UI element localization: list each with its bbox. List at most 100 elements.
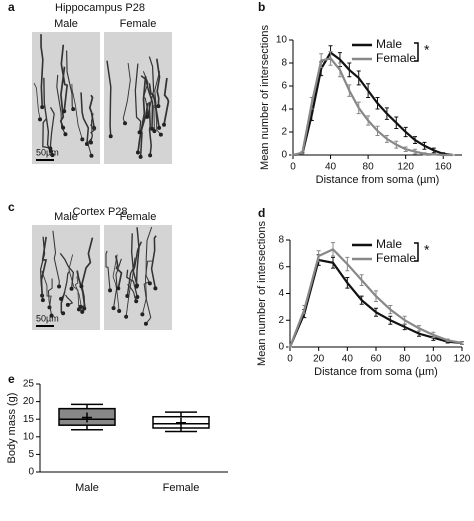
soma	[117, 309, 122, 314]
micrograph	[104, 32, 172, 164]
neurite	[71, 83, 83, 140]
soma	[57, 284, 62, 289]
soma	[89, 153, 94, 158]
soma	[138, 154, 143, 159]
y-tick-label: 10	[276, 35, 288, 46]
significance: *	[424, 42, 430, 58]
soma	[79, 284, 84, 289]
x-tick-label: 20	[313, 354, 325, 365]
y-tick-label: 10	[23, 431, 35, 442]
neurite	[155, 58, 161, 107]
neurite	[148, 83, 160, 129]
soma	[80, 309, 85, 314]
panel-label: e	[8, 372, 15, 386]
neurite	[140, 75, 154, 129]
legend-label: Male	[376, 37, 402, 51]
soma	[59, 296, 64, 301]
soma	[156, 104, 161, 109]
mean-marker	[82, 412, 92, 423]
soma	[123, 121, 128, 126]
soma	[61, 311, 66, 316]
neurite	[40, 236, 46, 301]
neurite	[127, 283, 137, 302]
x-tick-label: 120	[397, 162, 414, 173]
y-tick-label: 2	[278, 315, 284, 326]
legend-label: Male	[376, 237, 402, 251]
neurite	[59, 66, 66, 129]
soma	[88, 140, 93, 145]
panel-label: d	[258, 206, 265, 220]
soma	[143, 321, 148, 326]
soma	[108, 288, 113, 293]
y-tick-label: 8	[278, 235, 284, 246]
soma	[135, 295, 140, 300]
y-axis-label: Body mass (g)	[6, 393, 18, 464]
soma	[134, 299, 139, 304]
x-tick-label: Female	[163, 482, 200, 494]
y-tick-label: 4	[281, 104, 287, 115]
soma	[49, 313, 54, 318]
y-tick-label: 2	[281, 127, 287, 138]
neurite	[113, 258, 122, 309]
x-tick-label: 160	[435, 162, 452, 173]
y-axis-label: Mean number of intersections	[256, 221, 268, 366]
series-line	[292, 57, 453, 157]
neurite	[134, 63, 142, 133]
neurite	[105, 250, 111, 291]
mean-marker	[176, 417, 186, 428]
soma	[145, 114, 150, 119]
panel-label: a	[8, 0, 15, 14]
neurite	[52, 230, 60, 287]
soma	[80, 137, 85, 142]
soma	[153, 286, 158, 291]
y-axis-label: Mean number of intersections	[259, 25, 271, 170]
neurite	[132, 241, 143, 286]
soma	[82, 306, 87, 311]
x-tick-label: 80	[363, 162, 375, 173]
bracket	[414, 242, 419, 262]
neurite	[41, 270, 52, 308]
y-tick-label: 20	[23, 396, 35, 407]
soma	[65, 302, 70, 307]
soma	[137, 130, 142, 135]
x-tick-label: 40	[325, 162, 337, 173]
neurite	[65, 294, 74, 306]
neurite	[59, 252, 75, 289]
legend-label: Female	[376, 51, 416, 65]
x-tick-label: 120	[454, 354, 471, 365]
soma	[92, 126, 97, 131]
soma	[116, 286, 121, 291]
soma	[140, 312, 145, 317]
x-tick-label: 40	[342, 354, 354, 365]
neurite	[122, 62, 131, 124]
neurite	[141, 260, 153, 315]
scale-label: 50µm	[36, 147, 59, 157]
neurite	[125, 257, 136, 317]
neurite	[88, 94, 96, 129]
soma	[135, 150, 140, 155]
x-axis-label: Distance from soma (µm)	[316, 174, 440, 186]
neurite	[146, 56, 155, 118]
soma	[69, 286, 74, 291]
image-label: Female	[120, 18, 157, 30]
neurite	[143, 281, 152, 325]
soma	[61, 125, 66, 130]
image-label: Male	[54, 18, 78, 30]
image-title: Hippocampus P28	[55, 2, 145, 14]
image-title: Cortex P28	[72, 206, 127, 218]
soma	[135, 283, 140, 288]
neurite	[150, 235, 157, 289]
image-label: Female	[120, 211, 157, 223]
y-tick-label: 0	[278, 342, 284, 353]
soma	[157, 125, 162, 130]
y-tick-label: 25	[23, 379, 35, 390]
soma	[148, 153, 153, 158]
soma	[48, 146, 53, 151]
x-axis-label: Distance from soma (µm)	[314, 366, 438, 378]
neurite	[137, 76, 147, 153]
series-line	[288, 258, 463, 348]
soma	[50, 153, 55, 158]
neurite	[139, 103, 149, 157]
soma	[147, 281, 152, 286]
x-tick-label: 0	[290, 162, 296, 173]
